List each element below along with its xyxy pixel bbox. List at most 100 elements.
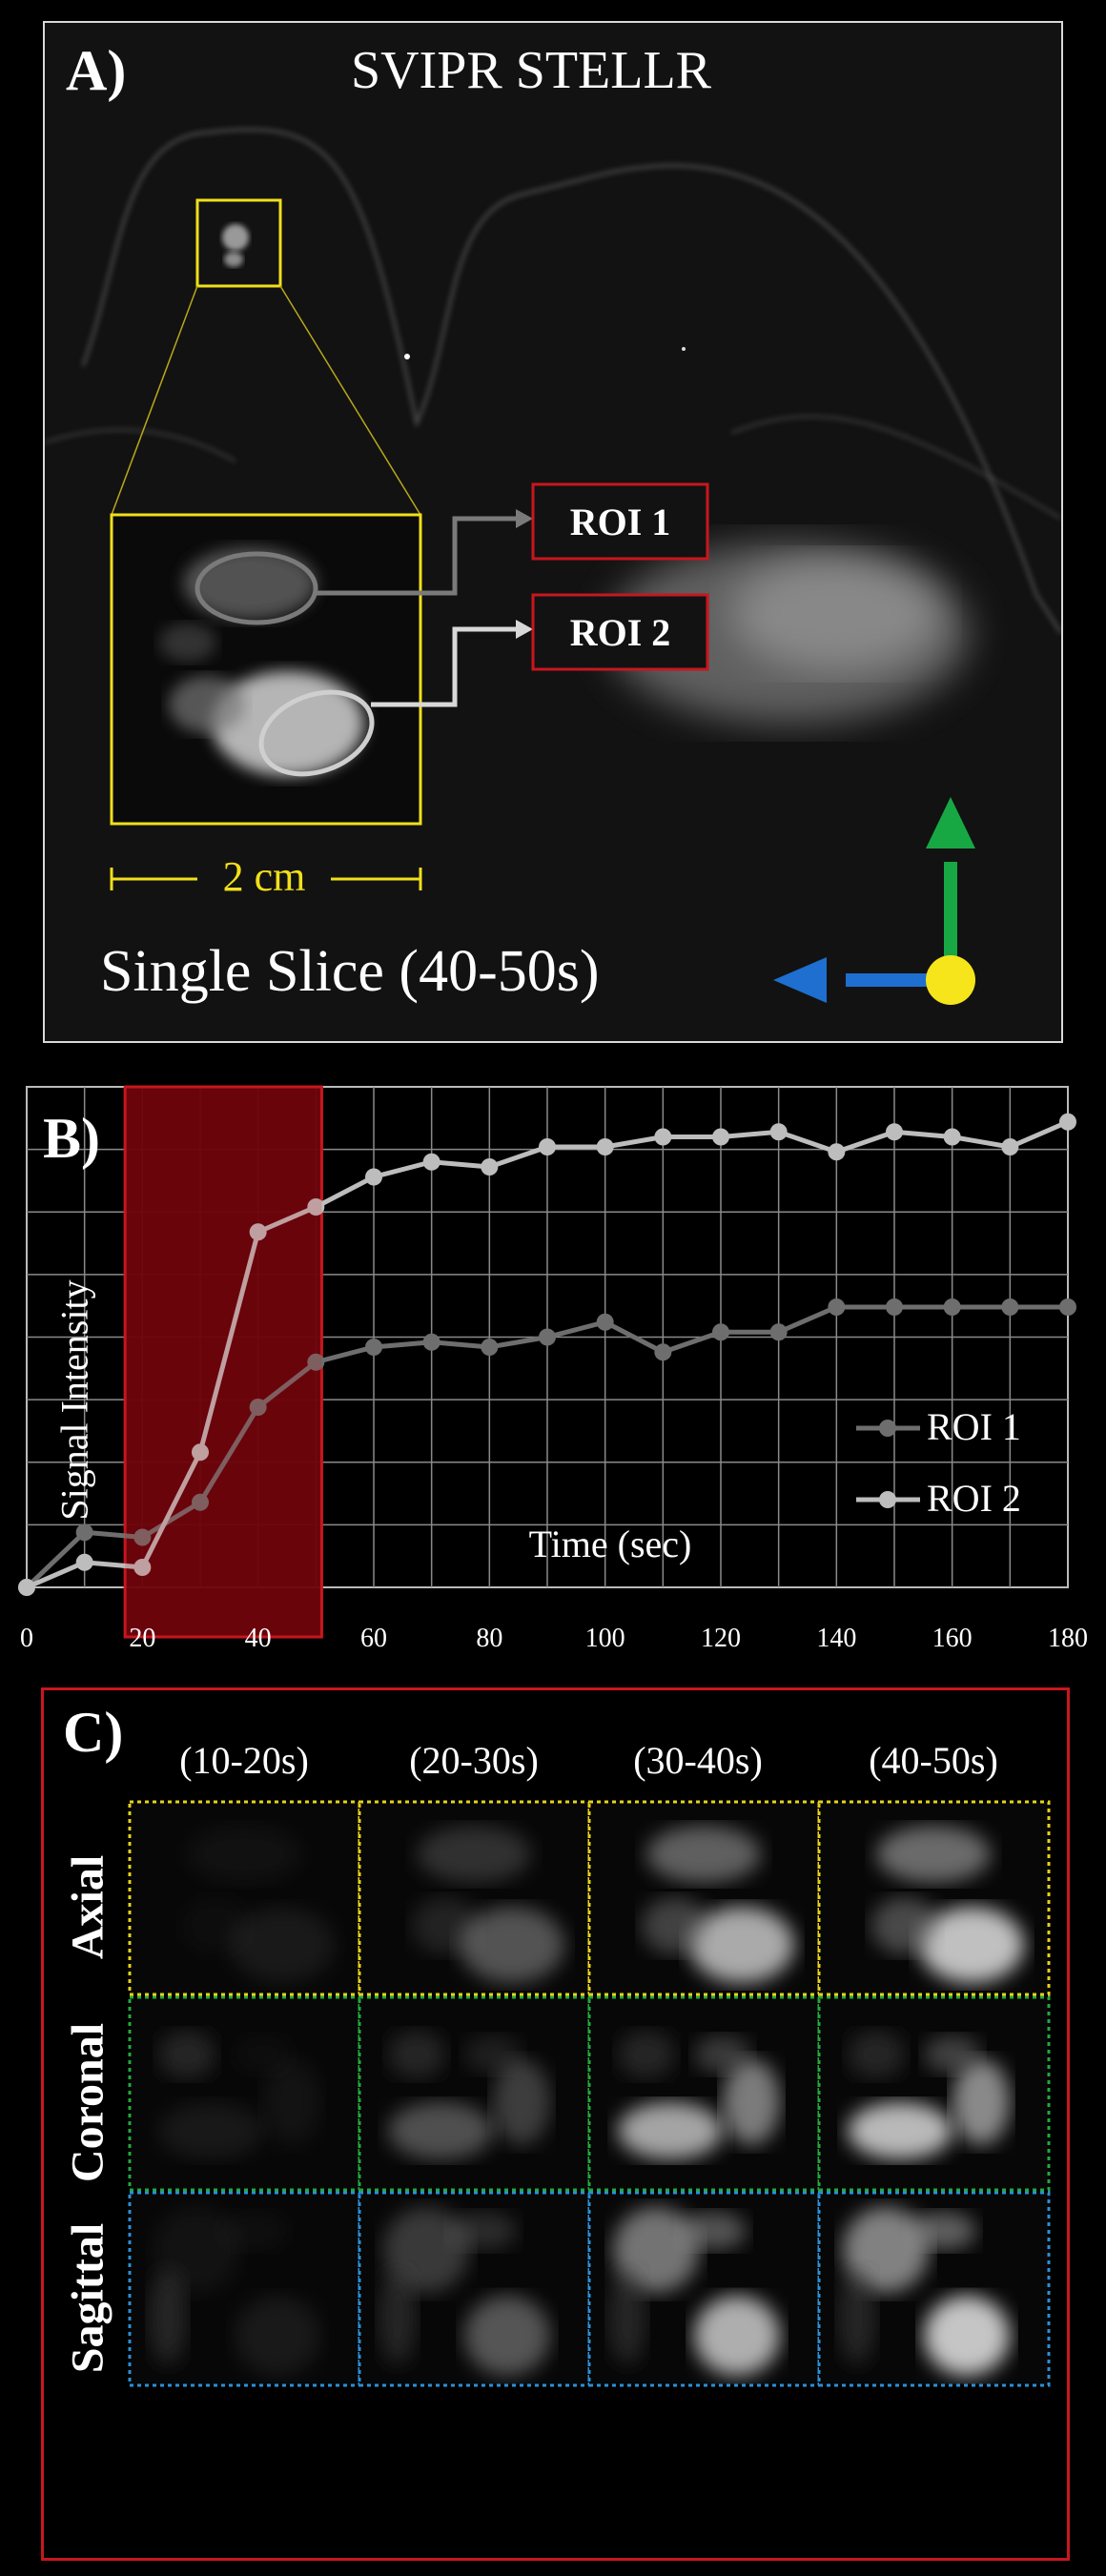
x-tick-label: 20 xyxy=(129,1624,155,1653)
roi2-connector xyxy=(371,626,522,707)
x-tick-label: 140 xyxy=(816,1624,856,1653)
thumbnail-blob xyxy=(618,2102,723,2159)
thumbnail-blob xyxy=(848,2102,952,2159)
breast-outline xyxy=(81,128,1061,634)
data-point xyxy=(481,1339,499,1356)
thumbnail-border xyxy=(358,1800,591,1996)
thumbnail-blob xyxy=(924,2296,1010,2376)
column-label: (40-50s) xyxy=(869,1739,998,1782)
image-caption: Single Slice (40-50s) xyxy=(100,939,600,1004)
thumbnail-border xyxy=(128,2191,361,2387)
panel-a-mri-image: A) SVIPR STELLR ROI 1 ROI 2 2 cm Single … xyxy=(43,21,1063,1043)
thumbnail-blob xyxy=(220,2212,287,2250)
thumbnail-blob xyxy=(230,1907,335,1983)
data-point xyxy=(75,1523,93,1542)
thumbnail-blob xyxy=(919,1907,1024,1983)
roi2-box xyxy=(531,593,709,671)
breast-outline-2 xyxy=(45,415,1061,521)
data-point xyxy=(943,1298,961,1316)
thumbnail-blob xyxy=(694,2296,780,2376)
x-tick-label: 180 xyxy=(1048,1624,1088,1653)
thumbnail-blob xyxy=(843,2207,929,2293)
x-tick-label: 100 xyxy=(585,1624,625,1653)
thumbnail-blob xyxy=(618,2031,675,2078)
data-point xyxy=(18,1579,35,1596)
data-point xyxy=(307,1198,325,1216)
thumbnail-border xyxy=(587,2191,821,2387)
thumbnail-blob xyxy=(464,2296,550,2376)
thumbnail-blob xyxy=(689,1907,794,1983)
legend-roi1-label: ROI 1 xyxy=(927,1405,1021,1448)
data-point xyxy=(828,1143,846,1161)
signal-intensity-chart: 0 20 40 60 80 100 120 140 160 180 xyxy=(18,1085,1088,1653)
column-label: (10-20s) xyxy=(179,1739,309,1782)
panel-a-letter: A) xyxy=(66,39,127,102)
highlight-tint xyxy=(125,1087,322,1637)
thumbnail-blob xyxy=(680,2212,747,2250)
thumbnail-blob xyxy=(412,1897,479,1954)
roi1-ellipse xyxy=(195,551,318,625)
data-point xyxy=(133,1528,152,1546)
thumbnail-blob xyxy=(952,2059,1010,2145)
breast-mri-slice xyxy=(45,128,1061,1005)
thumbnail-blob xyxy=(910,2212,976,2250)
thumbnail-blob xyxy=(464,2035,522,2074)
thumbnail-blob xyxy=(235,2035,292,2074)
thumbnail-blob xyxy=(187,1826,301,1883)
mri-thumbnail-grid xyxy=(128,1800,1051,2387)
x-tick-label: 0 xyxy=(20,1624,33,1653)
data-point xyxy=(307,1353,325,1371)
data-point xyxy=(365,1339,382,1356)
x-tick-label: 160 xyxy=(932,1624,973,1653)
thumbnail-border xyxy=(817,1995,1051,2192)
data-point xyxy=(133,1559,152,1576)
thumbnail-blob xyxy=(158,2102,263,2159)
thumbnail-blob xyxy=(871,1897,938,1954)
data-point xyxy=(886,1123,903,1141)
data-point xyxy=(1001,1138,1019,1155)
x-axis-label: Time (sec) xyxy=(528,1523,692,1565)
data-point xyxy=(596,1138,614,1155)
orientation-origin-dot xyxy=(926,955,975,1005)
legend-marker-2 xyxy=(879,1491,896,1508)
thumbnail-blob xyxy=(379,2269,417,2364)
data-point xyxy=(769,1123,788,1141)
data-point xyxy=(1001,1298,1019,1316)
data-point xyxy=(422,1153,440,1171)
thumbnail-blob xyxy=(924,2035,981,2074)
panel-a-title: SVIPR STELLR xyxy=(350,41,712,100)
column-label: (30-40s) xyxy=(633,1739,763,1782)
legend-marker-1 xyxy=(879,1420,896,1437)
thumbnail-blob xyxy=(383,2207,469,2293)
thumbnail-background xyxy=(130,1997,359,2190)
data-point xyxy=(712,1323,729,1341)
thumbnail-background xyxy=(359,1997,589,2190)
data-point xyxy=(712,1128,729,1146)
column-label: (20-30s) xyxy=(409,1739,539,1782)
thumbnail-border xyxy=(358,1995,591,2192)
zoom-source-box xyxy=(195,198,282,288)
thumbnail-blob xyxy=(417,1826,531,1883)
thumbnail-blob xyxy=(848,2031,905,2078)
data-point xyxy=(828,1298,846,1316)
panel-c-letter: C) xyxy=(63,1701,124,1764)
thumbnail-blob xyxy=(182,1897,249,1954)
data-point xyxy=(943,1128,961,1146)
data-point xyxy=(654,1343,672,1361)
x-tick-label: 80 xyxy=(476,1624,502,1653)
thumbnail-blob xyxy=(723,2059,780,2145)
scale-bar-label: 2 cm xyxy=(222,853,306,900)
data-point xyxy=(192,1493,209,1511)
data-point xyxy=(481,1158,499,1176)
data-point xyxy=(769,1323,788,1341)
roi1-label: ROI 1 xyxy=(569,501,671,543)
data-point xyxy=(1059,1298,1076,1316)
panel-b-chart: 0 20 40 60 80 100 120 140 160 180 B) Signal Inten… xyxy=(0,1077,1106,1678)
thumbnail-blob xyxy=(388,2031,445,2078)
thumbnail-blob xyxy=(608,2269,646,2364)
data-point xyxy=(422,1333,440,1351)
x-tick-label: 40 xyxy=(245,1624,272,1653)
panel-c-time-series: C) (10-20s) (20-30s) (30-40s) (40-50s) A… xyxy=(41,1687,1070,2561)
thumbnail-blob xyxy=(450,2212,517,2250)
data-point xyxy=(249,1399,267,1416)
